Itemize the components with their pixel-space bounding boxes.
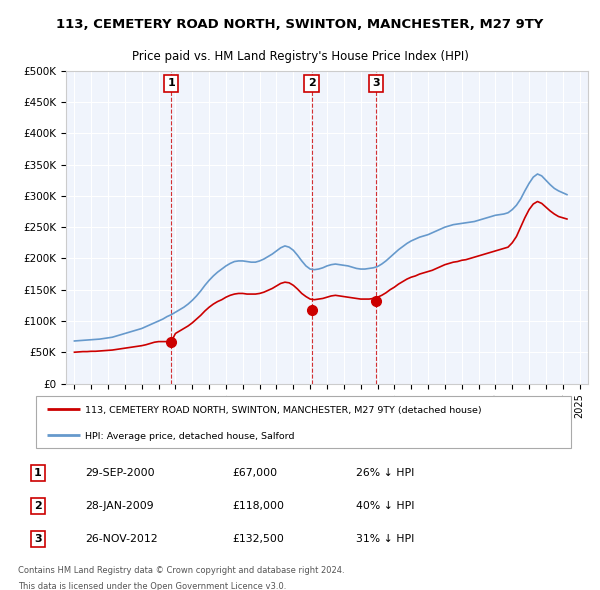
Text: 1: 1 <box>167 78 175 88</box>
Text: 113, CEMETERY ROAD NORTH, SWINTON, MANCHESTER, M27 9TY: 113, CEMETERY ROAD NORTH, SWINTON, MANCH… <box>56 18 544 31</box>
Text: This data is licensed under the Open Government Licence v3.0.: This data is licensed under the Open Gov… <box>18 582 286 590</box>
Text: Price paid vs. HM Land Registry's House Price Index (HPI): Price paid vs. HM Land Registry's House … <box>131 50 469 63</box>
Text: 28-JAN-2009: 28-JAN-2009 <box>86 501 154 511</box>
Text: 29-SEP-2000: 29-SEP-2000 <box>86 468 155 478</box>
Text: 26-NOV-2012: 26-NOV-2012 <box>86 534 158 544</box>
Text: 113, CEMETERY ROAD NORTH, SWINTON, MANCHESTER, M27 9TY (detached house): 113, CEMETERY ROAD NORTH, SWINTON, MANCH… <box>85 405 482 415</box>
Text: 3: 3 <box>372 78 380 88</box>
Text: £67,000: £67,000 <box>232 468 277 478</box>
FancyBboxPatch shape <box>35 396 571 448</box>
Text: 26% ↓ HPI: 26% ↓ HPI <box>356 468 415 478</box>
Text: 1: 1 <box>34 468 41 478</box>
Text: 2: 2 <box>34 501 41 511</box>
Text: Contains HM Land Registry data © Crown copyright and database right 2024.: Contains HM Land Registry data © Crown c… <box>18 566 344 575</box>
Text: 3: 3 <box>34 534 41 544</box>
Text: 40% ↓ HPI: 40% ↓ HPI <box>356 501 415 511</box>
Text: HPI: Average price, detached house, Salford: HPI: Average price, detached house, Salf… <box>85 431 295 441</box>
Text: £132,500: £132,500 <box>232 534 284 544</box>
Text: 31% ↓ HPI: 31% ↓ HPI <box>356 534 415 544</box>
Text: £118,000: £118,000 <box>232 501 284 511</box>
Text: 2: 2 <box>308 78 316 88</box>
